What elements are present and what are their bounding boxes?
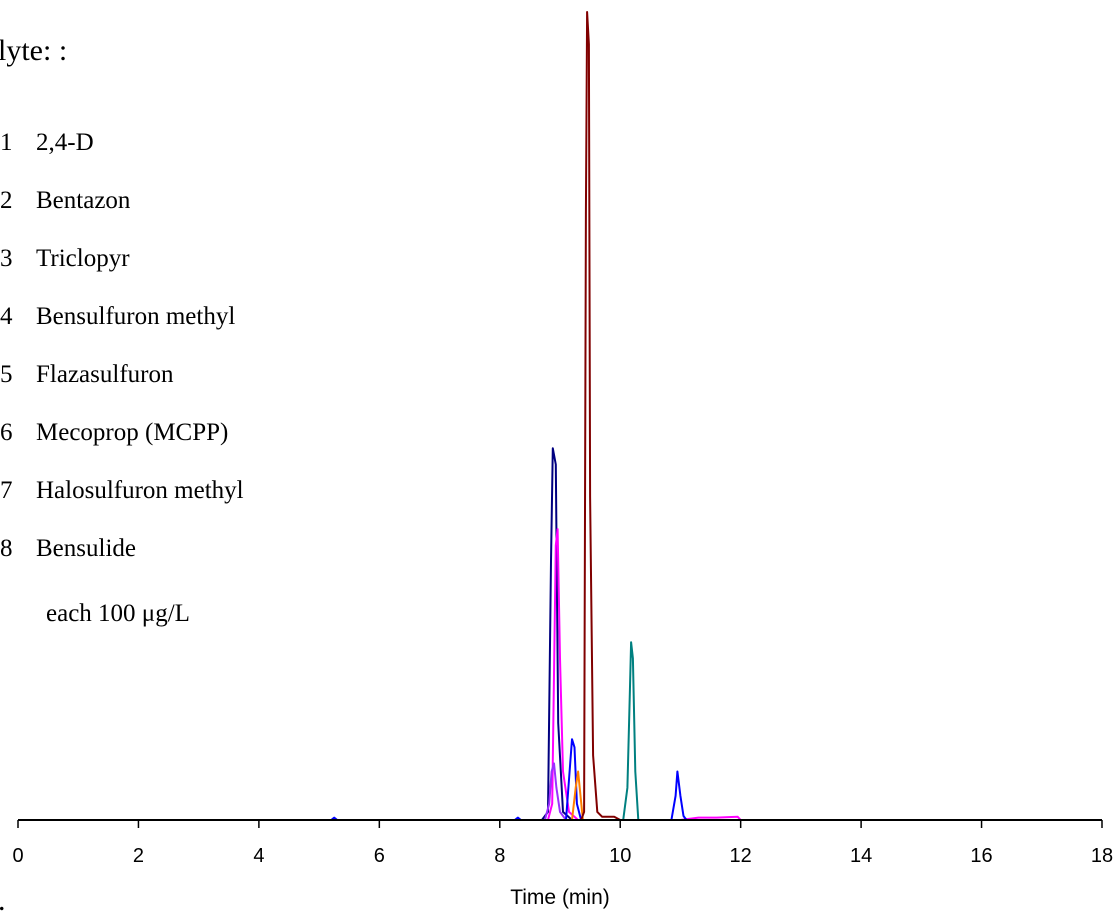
legend-entry-number: 8 [0,535,13,562]
legend: lyte: : 1 2,4-D 2 Bentazon 3 Triclopyr 4 Bensul… [0,34,244,627]
x-tick-label: 2 [133,845,144,867]
x-tick-label: 14 [850,845,872,867]
legend-entry-name: Halosulfuron methyl [36,477,244,504]
chromatogram-trace [18,528,982,821]
x-axis-ticks: 0 2 4 6 8 10 12 14 16 18 [12,820,1113,867]
x-tick-label: 0 [12,845,23,867]
legend-entry-number: 6 [0,419,13,446]
legend-entry-name: Flazasulfuron [36,361,174,388]
x-tick-label: 16 [970,845,992,867]
legend-entry-number: 4 [0,303,13,330]
x-tick-label: 18 [1091,845,1113,867]
x-tick-label: 8 [494,845,505,867]
x-axis: 0 2 4 6 8 10 12 14 16 18 [12,819,1113,867]
chromatogram-trace [18,641,982,821]
chromatogram-trace [18,447,982,821]
x-tick-label: 6 [374,845,385,867]
legend-entry-name: Bensulfuron methyl [36,303,235,330]
chromatogram-trace [18,738,982,821]
legend-entry-number: 2 [0,187,13,214]
legend-entry-number: 7 [0,477,13,504]
legend-entry-name: Bensulide [36,535,136,562]
legend-entry-name: Bentazon [36,187,131,214]
x-tick-label: 4 [253,845,264,867]
chromatogram-trace [18,762,982,821]
chromatogram-traces [18,11,982,821]
legend-header: lyte: : [0,34,67,67]
chromatogram-trace [18,770,982,821]
x-tick-label: 10 [609,845,631,867]
footer-mark: . [0,884,6,917]
legend-entry-name: Mecoprop (MCPP) [36,419,228,446]
concentration-note: each 100 μg/L [46,600,190,627]
legend-entry-number: 5 [0,361,13,388]
x-axis-title: Time (min) [510,886,610,909]
legend-entry-name: 2,4-D [36,129,94,156]
legend-entry-number: 3 [0,245,13,272]
legend-entry-number: 1 [0,129,13,156]
x-tick-label: 12 [730,845,752,867]
legend-entries: 1 2,4-D 2 Bentazon 3 Triclopyr 4 Bensulfuron me… [0,129,244,562]
chromatogram-trace [18,11,982,821]
legend-entry-name: Triclopyr [36,245,130,272]
